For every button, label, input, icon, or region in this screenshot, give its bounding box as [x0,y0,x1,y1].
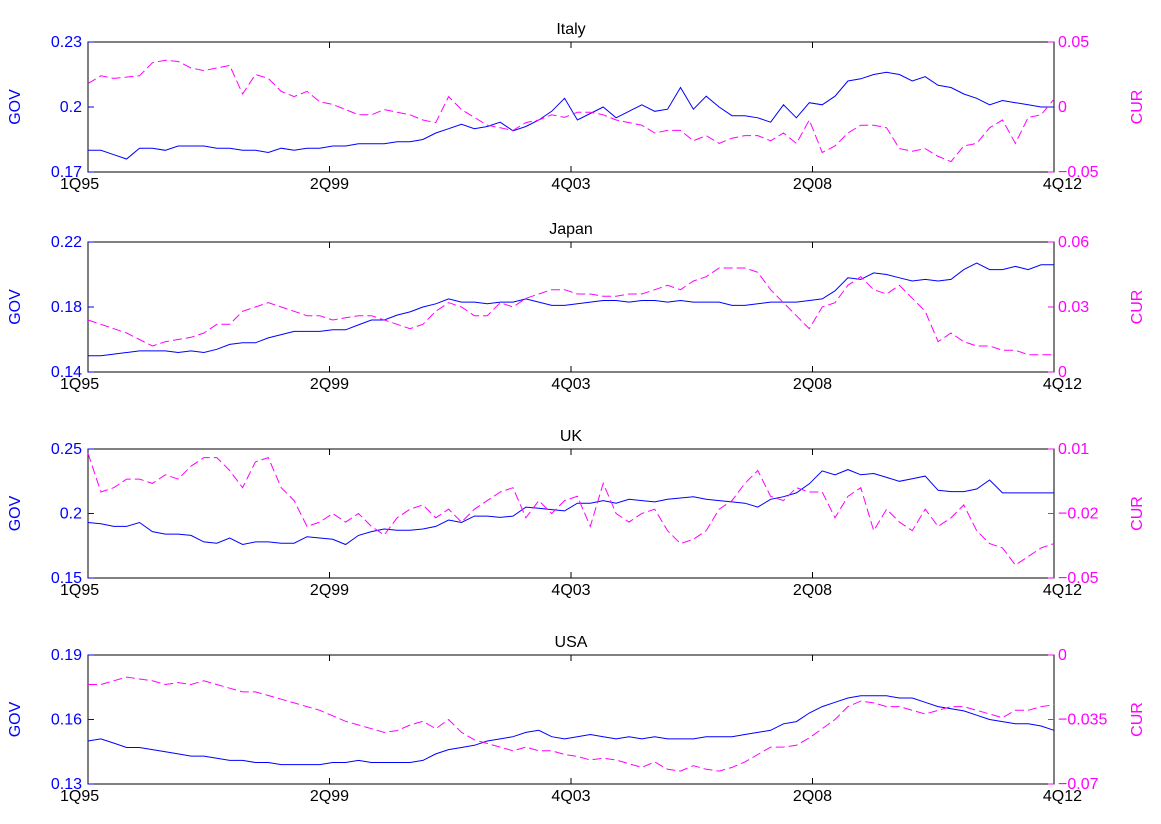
x-tick-label: 2Q08 [793,376,832,393]
right-y-tick-label: −0.05 [1058,164,1099,181]
axes-box [87,41,1055,173]
x-tick-label: 4Q03 [551,788,590,805]
right-y-tick-label: 0.01 [1058,441,1089,458]
axes-box [87,654,1055,785]
right-axis-label: CUR [1129,290,1146,325]
left-y-tick-label: 0.25 [51,441,82,458]
x-tick-label: 4Q03 [551,376,590,393]
panel-title: UK [560,428,583,445]
panel-italy: Italy 1Q95 2Q99 4Q03 2Q08 4Q12 0.17 0.2 0.23 −0.0… [7,21,1146,193]
x-tick-label: 4Q03 [551,582,590,599]
panel-title: Italy [556,21,585,38]
right-y-tick-label: −0.02 [1058,506,1099,523]
x-tick-label: 2Q99 [310,582,349,599]
series-line-gov [88,71,1054,160]
series-line-cur [87,453,1055,566]
x-tick-label: 4Q12 [1043,176,1082,193]
x-tick-label: 2Q99 [310,176,349,193]
left-y-tick-label: 0.2 [60,99,82,116]
left-y-tick-label: 0.22 [51,234,82,251]
x-tick-label: 1Q95 [60,582,99,599]
panel-usa: USA 1Q95 2Q99 4Q03 2Q08 4Q12 0.13 0.16 0.19 −0.07… [7,634,1146,805]
series-line-cur [88,676,1055,772]
left-axis-label: GOV [7,89,24,125]
left-y-tick-label: 0.16 [51,712,82,729]
series-line-cur [87,59,1055,163]
axes-box [87,241,1055,373]
left-axis-label: GOV [7,495,24,531]
right-y-tick-label: 0.03 [1058,299,1089,316]
x-tick-label: 1Q95 [60,176,99,193]
x-tick-label: 2Q08 [793,582,832,599]
x-tick-label: 2Q08 [793,176,832,193]
right-y-tick-label: 0 [1058,99,1067,116]
left-y-tick-label: 0.2 [60,506,82,523]
series-line-gov [87,695,1055,766]
panel-uk: UK 1Q95 2Q99 4Q03 2Q08 4Q12 0.15 0.2 0.25 −0.05 −0… [7,428,1146,599]
x-tick-label: 4Q12 [1043,582,1082,599]
right-y-tick-label: 0 [1058,364,1067,381]
left-axis-label: GOV [7,289,24,325]
right-y-tick-label: 0 [1058,647,1067,664]
x-tick-label: 4Q03 [551,176,590,193]
right-y-tick-label: 0.05 [1058,34,1089,51]
right-y-tick-label: −0.05 [1058,570,1099,587]
right-y-tick-label: −0.07 [1058,776,1099,793]
axes-box [87,448,1055,579]
panel-japan: Japan 1Q95 2Q99 4Q03 2Q08 4Q12 0.14 0.18 0.22 0 0.… [7,221,1146,393]
right-axis-label: CUR [1129,90,1146,125]
x-tick-label: 4Q12 [1043,788,1082,805]
x-tick-label: 2Q99 [310,376,349,393]
series-line-cur [87,267,1054,356]
x-tick-label: 4Q12 [1043,376,1082,393]
left-y-tick-label: 0.23 [51,34,82,51]
right-axis-label: CUR [1129,496,1146,531]
left-y-tick-label: 0.19 [51,647,82,664]
left-y-tick-label: 0.13 [51,776,82,793]
x-tick-label: 1Q95 [60,788,99,805]
right-axis-label: CUR [1129,702,1146,737]
series-line-gov [87,469,1054,546]
right-y-tick-label: 0.06 [1058,234,1089,251]
series-line-gov [88,262,1054,357]
left-y-tick-label: 0.14 [51,364,82,381]
right-y-tick-label: −0.035 [1058,712,1107,729]
left-y-tick-label: 0.17 [51,164,82,181]
x-tick-label: 2Q99 [310,788,349,805]
left-axis-label: GOV [7,701,24,737]
left-y-tick-label: 0.15 [51,570,82,587]
left-y-tick-label: 0.18 [51,299,82,316]
panel-title: Japan [549,221,593,238]
x-tick-label: 1Q95 [60,376,99,393]
panel-title: USA [555,634,588,651]
x-tick-label: 2Q08 [793,788,832,805]
